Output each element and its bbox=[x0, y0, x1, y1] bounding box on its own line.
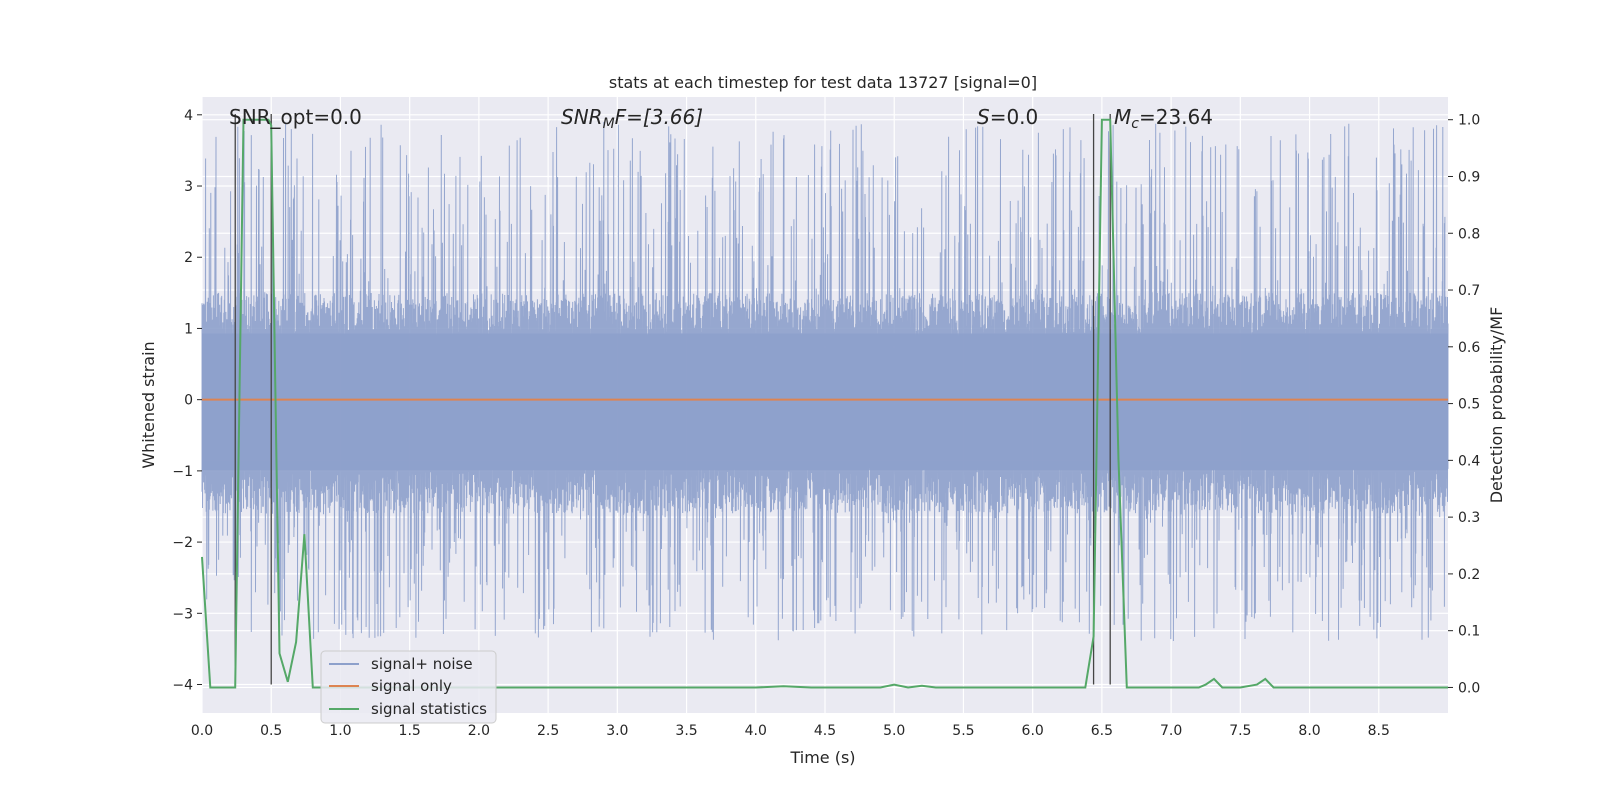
x-tick-label: 5.0 bbox=[883, 723, 905, 739]
x-tick-label: 6.5 bbox=[1091, 723, 1113, 739]
x-tick-label: 0.5 bbox=[260, 723, 282, 739]
y-tick-label: −2 bbox=[172, 535, 193, 551]
legend-label-signal-noise: signal+ noise bbox=[371, 655, 473, 673]
y-tick-label: 0 bbox=[184, 393, 193, 409]
annotation-mc-rest: =23.64 bbox=[1139, 105, 1213, 129]
x-tick-label: 6.0 bbox=[1022, 723, 1044, 739]
y2-tick-label: 0.7 bbox=[1458, 283, 1480, 299]
x-tick-label: 3.5 bbox=[675, 723, 697, 739]
annotation-snr-mf-name: SNR bbox=[561, 105, 603, 129]
x-tick-label: 1.5 bbox=[399, 723, 421, 739]
x-tick-label: 0.0 bbox=[191, 723, 213, 739]
y2-tick-label: 0.9 bbox=[1458, 169, 1480, 185]
noise-trace bbox=[201, 121, 1449, 642]
y-tick-label: 4 bbox=[184, 108, 193, 124]
annotation-snr-mf: SNRMF=[3.66] bbox=[561, 105, 703, 132]
annotation-snr-mf-sub: M bbox=[603, 116, 615, 132]
y-axis-label: Whitened strain bbox=[139, 341, 158, 468]
y2-tick-label: 0.6 bbox=[1458, 340, 1480, 356]
x-axis-label: Time (s) bbox=[789, 748, 855, 767]
legend-box bbox=[320, 650, 497, 724]
x-tick-label: 8.5 bbox=[1368, 723, 1390, 739]
annotation-snr-mf-rest: F=[3.66] bbox=[615, 105, 703, 129]
series-signal-noise bbox=[201, 121, 1449, 642]
y-tick-label: −4 bbox=[172, 678, 193, 694]
y2-tick-label: 0.3 bbox=[1458, 510, 1480, 526]
chart-title: stats at each timestep for test data 137… bbox=[609, 73, 1037, 92]
y2-tick-label: 0.8 bbox=[1458, 226, 1480, 242]
y-tick-label: −1 bbox=[172, 464, 193, 480]
legend-label-signal-only: signal only bbox=[371, 677, 452, 695]
x-tick-label: 3.0 bbox=[606, 723, 628, 739]
y-tick-label: 2 bbox=[184, 250, 193, 266]
y-tick-labels: 4 3 2 1 0 −1 −2 −3 −4 bbox=[172, 108, 202, 694]
y2-tick-labels: 1.0 0.9 0.8 0.7 0.6 0.5 0.4 0.3 0.2 0.1 0.0 bbox=[1448, 113, 1480, 696]
x-tick-label: 4.5 bbox=[814, 723, 836, 739]
y2-tick-label: 0.1 bbox=[1458, 624, 1480, 640]
x-tick-label: 4.0 bbox=[745, 723, 767, 739]
annotation-mc-sub: c bbox=[1131, 116, 1139, 132]
x-tick-label: 8.0 bbox=[1298, 723, 1320, 739]
x-tick-label: 5.5 bbox=[952, 723, 974, 739]
annotation-mc: Mc=23.64 bbox=[1114, 105, 1213, 132]
x-tick-label: 1.0 bbox=[329, 723, 351, 739]
y2-tick-label: 1.0 bbox=[1458, 113, 1480, 129]
x-tick-label: 7.0 bbox=[1160, 723, 1182, 739]
y-tick-label: −3 bbox=[172, 606, 193, 622]
event-vertical-lines bbox=[234, 114, 1111, 685]
annotation-s: S=0.0 bbox=[977, 105, 1038, 129]
y2-tick-label: 0.5 bbox=[1458, 397, 1480, 413]
y-tick-label: 1 bbox=[184, 321, 193, 337]
legend-label-signal-statistics: signal statistics bbox=[371, 700, 487, 718]
x-tick-label: 2.5 bbox=[537, 723, 559, 739]
annotation-s-name: S bbox=[977, 105, 990, 129]
x-tick-label: 7.5 bbox=[1229, 723, 1251, 739]
annotation-mc-name: M bbox=[1114, 105, 1131, 129]
series-signal-statistics bbox=[201, 118, 1448, 689]
y2-tick-label: 0.2 bbox=[1458, 567, 1480, 583]
x-tick-labels: 0.0 0.5 1.0 1.5 2.0 2.5 3.0 3.5 4.0 4.5 5.0 5.5 6.0 6… bbox=[191, 723, 1390, 739]
y2-tick-label: 0.4 bbox=[1458, 453, 1480, 469]
x-tick-label: 2.0 bbox=[468, 723, 490, 739]
legend: signal+ noise signal only signal statist… bbox=[320, 650, 497, 724]
annotation-snr-opt: SNR_opt=0.0 bbox=[229, 105, 362, 129]
y2-axis-label: Detection probability/MF bbox=[1487, 307, 1506, 504]
annotation-s-rest: =0.0 bbox=[990, 105, 1039, 129]
y2-tick-label: 0.0 bbox=[1458, 680, 1480, 696]
y-tick-label: 3 bbox=[184, 179, 193, 195]
